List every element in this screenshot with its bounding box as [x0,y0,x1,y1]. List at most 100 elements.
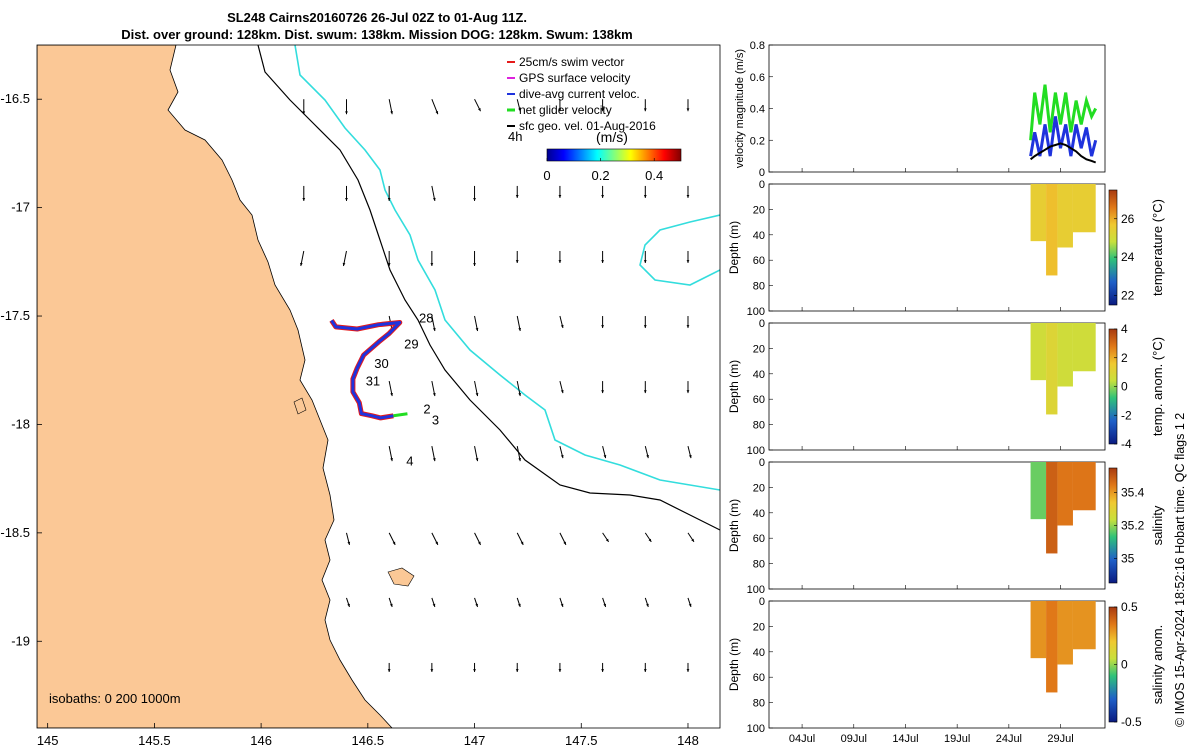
depth-tick-label: 0 [759,457,765,469]
isobath-1000 [294,45,720,491]
current-vector [473,250,476,266]
time-tick-label: 14Jul [892,733,918,745]
colorbar-tick-label: -2 [1121,408,1132,422]
colorbar-tick-label: 4 [1121,322,1128,336]
glider-track [329,319,408,421]
heatmap-cell [1030,323,1047,381]
current-vector [559,446,564,459]
day-label: 31 [366,373,380,388]
colorbar-label: temperature (°C) [1150,199,1165,296]
map-legend: 25cm/s swim vector GPS surface velocity … [507,55,682,183]
current-vector [515,185,519,198]
current-vector [687,597,692,608]
colorbar-label: salinity [1150,505,1165,545]
velocity-y-tick-label: 0.4 [750,104,765,116]
legend-gps: GPS surface velocity [519,71,630,85]
current-vector [388,99,393,115]
current-vector [431,315,436,332]
current-vector [686,316,690,329]
depth-tick-label: 100 [747,584,765,596]
current-vector [474,98,481,112]
current-vector [516,99,521,112]
current-vector [644,532,652,543]
current-vector [388,380,393,397]
map-x-tick-label: 148 [677,733,699,748]
current-vector [644,446,649,459]
colorbar-tick-label: -4 [1121,437,1132,451]
current-vector [302,185,306,201]
current-vector [431,380,436,397]
depth-tick-label: 20 [753,343,765,355]
velocity-y-tick-label: 0 [759,167,765,179]
depth-tick-label: 60 [753,672,765,684]
depth-tick-label: 20 [753,621,765,633]
current-vector [643,316,647,329]
depth-tick-label: 100 [747,306,765,318]
colorbar-label: temp. anom. (°C) [1150,337,1165,436]
colorbar-tick-label: 22 [1121,288,1135,302]
current-vector [559,597,564,608]
current-vector [474,380,479,397]
heatmap-cell [1030,462,1047,520]
depth-tick-label: 60 [753,255,765,267]
depth-tick-label: 0 [759,179,765,191]
depth-tick-label: 80 [753,420,765,432]
current-vector [474,446,479,462]
current-vector [558,250,562,263]
day-label: 3 [432,412,439,427]
current-vector [558,185,562,198]
track-net-velocity [393,412,408,418]
current-vector [559,315,564,329]
heatmap-cell [1072,462,1096,511]
current-vector [474,315,479,332]
current-vector [516,315,522,332]
velocity-y-tick-label: 0.8 [750,40,765,52]
current-vector [388,597,393,608]
current-vector [686,381,690,394]
map-x-tick-label: 146.5 [352,733,385,748]
depth-tick-label: 80 [753,698,765,710]
title-line-1: SL248 Cairns20160726 26-Jul 02Z to 01-Au… [227,10,527,25]
depth-tick-label: 20 [753,204,765,216]
depth-tick-label: 100 [747,445,765,457]
velocity-series-line [1029,116,1098,157]
colorbar-tick-label: 0 [1121,658,1128,672]
current-vector [687,532,695,543]
island-1 [387,567,415,587]
current-vector [516,597,521,608]
current-vector [559,532,567,546]
velocity-y-label: velocity magnitude (m/s) [734,49,746,168]
depth-tick-label: 40 [753,230,765,242]
current-vector [516,532,524,546]
colorbar-tick-label: 0.5 [1121,600,1138,614]
map-x-tick-label: 145 [37,733,59,748]
day-label: 29 [404,337,418,352]
current-vector [299,250,305,267]
map-x-tick-label: 147 [464,733,486,748]
depth-tick-label: 40 [753,369,765,381]
depth-axis-label: Depth (m) [727,499,741,552]
day-label: 30 [374,356,388,371]
time-tick-label: 19Jul [944,733,970,745]
depth-tick-label: 40 [753,647,765,659]
current-vector [431,597,436,608]
current-vector [687,446,692,459]
current-vector [387,662,391,672]
map-colorbar [546,148,682,162]
current-vector [559,380,564,394]
current-vector [601,381,605,394]
map-x-tick-label: 145.5 [138,733,171,748]
colorbar-unit-label: (m/s) [596,129,628,145]
current-vector [387,185,391,201]
day-label: 4 [406,454,413,469]
velocity-panel: 0 0.2 0.4 0.6 0.8 velocity magnitude (m/s) [734,40,1106,179]
depth-tick-label: 0 [759,596,765,608]
legend-geo: sfc geo. vel. 01-Aug-2016 [519,119,656,133]
current-vector [473,185,476,201]
heatmap-colorbar [1108,189,1118,306]
heatmap-cell [1046,601,1058,693]
velocity-series-line [1029,84,1098,141]
